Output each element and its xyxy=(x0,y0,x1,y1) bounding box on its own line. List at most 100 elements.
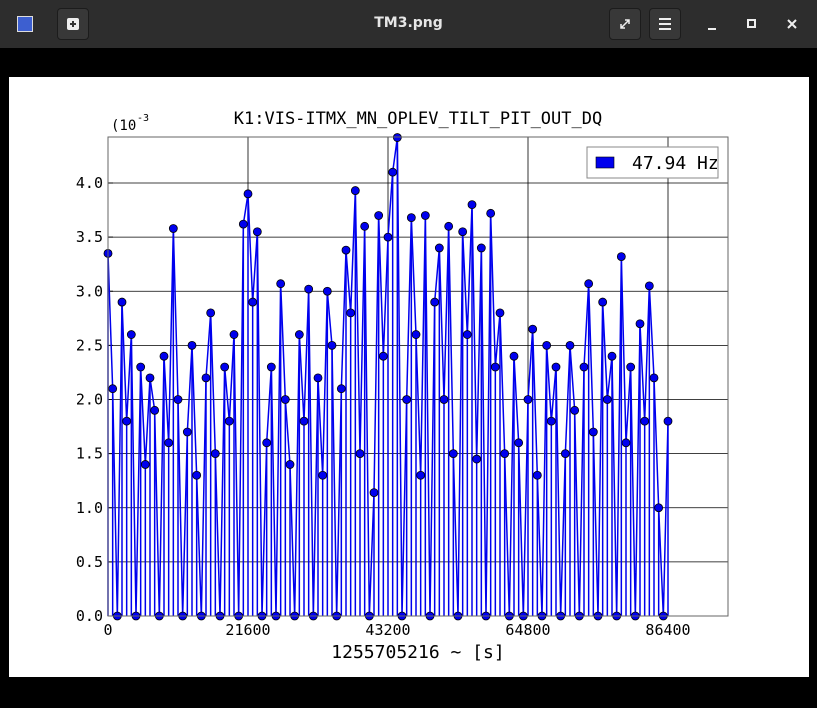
marker xyxy=(122,416,132,426)
marker xyxy=(280,395,290,404)
marker xyxy=(192,470,202,480)
marker xyxy=(252,227,262,237)
marker xyxy=(439,395,449,404)
marker xyxy=(336,384,346,394)
marker xyxy=(607,351,617,361)
window-controls xyxy=(708,19,797,30)
marker xyxy=(616,252,626,262)
marker xyxy=(402,395,412,404)
marker xyxy=(486,208,496,218)
fullscreen-button[interactable] xyxy=(609,8,641,40)
x-tick-label: 86400 xyxy=(645,621,690,639)
marker xyxy=(420,211,430,220)
marker xyxy=(117,297,127,307)
icon xyxy=(620,19,630,29)
maximize-button[interactable] xyxy=(747,19,756,28)
marker xyxy=(649,373,659,383)
chart-title: K1:VIS-ITMX_MN_OPLEV_TILT_PIT_OUT_DQ xyxy=(234,109,602,129)
marker xyxy=(355,449,365,459)
marker xyxy=(472,454,482,464)
marker xyxy=(448,449,458,459)
x-tick-label: 64800 xyxy=(505,621,550,639)
marker xyxy=(546,416,556,426)
marker xyxy=(350,186,360,195)
y-tick-label: 3.5 xyxy=(76,228,103,246)
title-bar: TM3.png xyxy=(0,0,817,48)
x-axis-label: 1255705216 ~ [s] xyxy=(331,642,504,663)
y-tick-label: 4.0 xyxy=(76,174,103,192)
marker xyxy=(210,449,220,459)
marker xyxy=(313,373,323,383)
marker xyxy=(126,330,136,339)
menu-button[interactable] xyxy=(649,8,681,40)
marker xyxy=(159,351,169,361)
marker xyxy=(640,416,650,426)
marker xyxy=(406,213,416,223)
marker xyxy=(476,243,486,253)
marker xyxy=(430,297,440,307)
y-tick-label: 3.0 xyxy=(76,282,103,300)
marker xyxy=(434,243,444,253)
marker xyxy=(294,330,304,339)
icon xyxy=(67,18,79,30)
marker xyxy=(108,384,118,394)
marker xyxy=(598,297,608,307)
marker xyxy=(462,330,472,339)
marker xyxy=(560,449,570,459)
x-tick-label: 0 xyxy=(103,621,112,639)
chart: K1:VIS-ITMX_MN_OPLEV_TILT_PIT_OUT_DQ (10… xyxy=(9,77,809,677)
icon xyxy=(659,18,671,30)
marker xyxy=(621,438,631,448)
y-tick-label: 1.5 xyxy=(76,445,103,463)
marker xyxy=(514,438,524,448)
marker xyxy=(500,449,510,459)
marker xyxy=(584,279,594,289)
marker xyxy=(299,416,309,426)
marker xyxy=(602,395,612,404)
marker xyxy=(626,362,636,372)
marker xyxy=(140,460,150,469)
marker xyxy=(495,308,505,318)
marker xyxy=(220,362,230,372)
marker xyxy=(173,395,183,404)
marker xyxy=(201,373,211,383)
marker xyxy=(663,416,673,426)
x-tick-label: 43200 xyxy=(365,621,410,639)
marker xyxy=(206,308,216,318)
marker xyxy=(164,438,174,448)
marker xyxy=(588,427,598,437)
marker xyxy=(392,133,402,142)
marker xyxy=(369,488,379,497)
marker xyxy=(276,279,286,289)
marker xyxy=(490,362,500,372)
marker xyxy=(322,286,332,296)
marker xyxy=(458,227,468,237)
marker xyxy=(551,362,561,372)
y-tick-label: 2.0 xyxy=(76,391,103,409)
marker xyxy=(285,460,295,469)
x-tick-label: 21600 xyxy=(225,621,270,639)
marker xyxy=(341,245,351,255)
plot-frame xyxy=(107,136,729,617)
marker xyxy=(224,416,234,426)
marker xyxy=(248,297,258,307)
new-button[interactable] xyxy=(57,8,89,40)
marker xyxy=(509,351,519,361)
marker xyxy=(416,470,426,480)
marker xyxy=(528,324,538,334)
close-button[interactable] xyxy=(787,19,797,29)
window-title: TM3.png xyxy=(374,15,443,31)
marker xyxy=(467,200,477,210)
marker xyxy=(318,470,328,480)
marker xyxy=(346,308,356,318)
marker xyxy=(378,351,388,361)
y-multiplier: (10 xyxy=(111,118,136,134)
app-icon xyxy=(17,16,33,32)
marker xyxy=(542,340,552,350)
marker xyxy=(150,405,160,415)
y-tick-label: 0.0 xyxy=(76,607,103,625)
marker xyxy=(388,167,398,177)
legend-label: 47.94 Hz xyxy=(632,153,719,174)
marker xyxy=(570,405,580,415)
